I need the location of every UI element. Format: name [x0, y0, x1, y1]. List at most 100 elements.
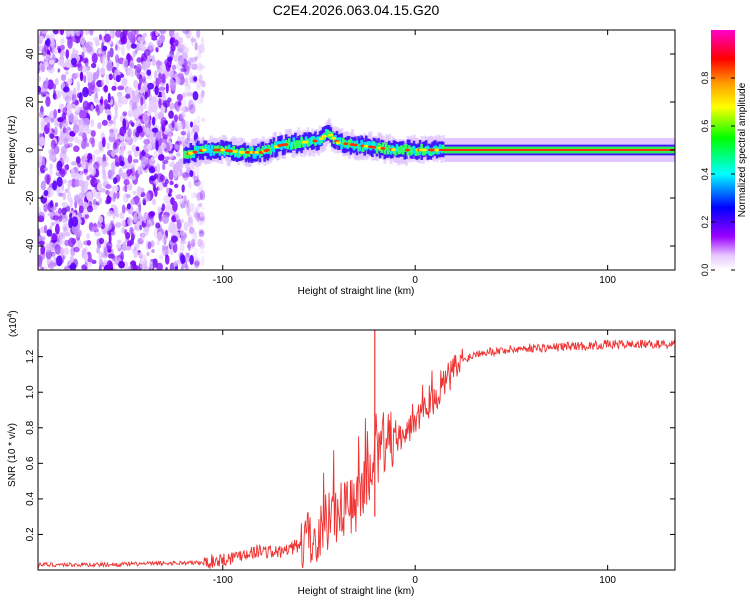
noise-blob [197, 238, 203, 248]
snr-multiplier-close: ) [8, 310, 19, 313]
noise-blob [106, 210, 114, 217]
ridge-core [635, 149, 639, 151]
noise-blob [196, 192, 204, 201]
noise-blob [101, 251, 109, 259]
noise-blob [38, 136, 46, 146]
ridge-core [628, 149, 631, 151]
noise-blob [171, 215, 177, 223]
noise-blob [159, 174, 166, 182]
noise-blob [185, 30, 192, 39]
noise-blob [180, 218, 184, 224]
noise-blob [187, 213, 193, 224]
ridge-core [517, 149, 520, 151]
noise-blob [62, 192, 66, 201]
noise-blob [49, 166, 53, 178]
ridge-core [614, 149, 617, 151]
ridge-core [494, 149, 497, 151]
noise-blob [39, 36, 44, 41]
noise-blob [200, 36, 205, 48]
ridge-core [646, 149, 650, 151]
noise-blob [162, 214, 169, 225]
ridge-core [497, 149, 500, 151]
noise-blob [136, 251, 144, 258]
noise-blob [136, 220, 141, 227]
noise-blob [200, 219, 206, 224]
noise-blob [156, 262, 163, 270]
noise-blob [61, 120, 69, 128]
noise-blob [83, 75, 87, 83]
ridge-core [540, 149, 544, 151]
ridge-core [626, 149, 630, 151]
ridge-inner [347, 139, 351, 148]
noise-blob [146, 55, 153, 60]
spectrogram-ytick-label: 0 [25, 147, 36, 153]
ridge-core [642, 149, 645, 151]
noise-blob [60, 62, 68, 68]
noise-blob [155, 78, 162, 85]
ridge-inner [249, 146, 253, 154]
noise-blob [106, 61, 113, 72]
noise-blob [142, 60, 147, 71]
ridge-core [328, 133, 334, 137]
noise-blob [103, 84, 109, 93]
noise-blob [181, 184, 185, 193]
noise-blob [83, 185, 89, 193]
noise-blob [133, 150, 139, 158]
noise-blob [129, 238, 134, 246]
ridge-core [264, 148, 270, 152]
noise-blob [52, 30, 59, 35]
noise-blob [73, 172, 81, 180]
noise-blob [146, 251, 150, 257]
noise-blob [64, 239, 70, 247]
ridge-core [569, 149, 573, 151]
noise-blob [186, 60, 192, 70]
ridge-core [549, 149, 553, 151]
ridge-inner [300, 136, 303, 145]
noise-blob [108, 120, 114, 125]
noise-blob [131, 90, 136, 101]
noise-blob [166, 187, 170, 194]
noise-blob [181, 172, 189, 178]
noise-blob [168, 162, 175, 168]
noise-blob [96, 182, 103, 192]
ridge-inner [227, 144, 231, 153]
ridge-inner [383, 146, 387, 155]
noise-blob [50, 139, 56, 149]
ridge-inner [192, 150, 196, 159]
ridge-inner [237, 150, 240, 159]
noise-blob [190, 38, 197, 43]
noise-blob [164, 205, 172, 213]
noise-blob [70, 161, 78, 166]
noise-blob [130, 122, 135, 127]
noise-blob [142, 85, 146, 91]
ridge-core [565, 149, 568, 151]
ridge-inner [218, 147, 222, 156]
noise-blob [180, 45, 188, 57]
noise-blob [136, 186, 142, 197]
noise-blob [106, 259, 113, 270]
noise-blob [197, 44, 202, 55]
noise-blob [146, 69, 152, 76]
snr-xlabel: Height of straight line (km) [298, 586, 415, 597]
noise-blob [133, 212, 138, 223]
noise-blob [54, 244, 62, 255]
ridge-core [512, 149, 516, 151]
noise-blob [198, 44, 205, 54]
noise-blob [64, 232, 71, 237]
noise-blob [134, 195, 140, 205]
noise-blob [128, 71, 136, 78]
noise-blob [127, 217, 133, 226]
noise-blob [188, 226, 196, 235]
ridge-outer [403, 144, 407, 160]
spectrogram-ylabel: Frequency (Hz) [7, 116, 18, 185]
noise-blob [186, 92, 194, 97]
ridge-outer [281, 139, 285, 156]
noise-blob [181, 92, 187, 98]
noise-blob [107, 50, 110, 62]
ridge-outer [349, 139, 353, 155]
noise-blob [38, 75, 42, 83]
ridge-core [638, 149, 642, 151]
noise-blob [168, 169, 174, 181]
noise-blob [190, 192, 197, 199]
noise-blob [126, 87, 134, 96]
